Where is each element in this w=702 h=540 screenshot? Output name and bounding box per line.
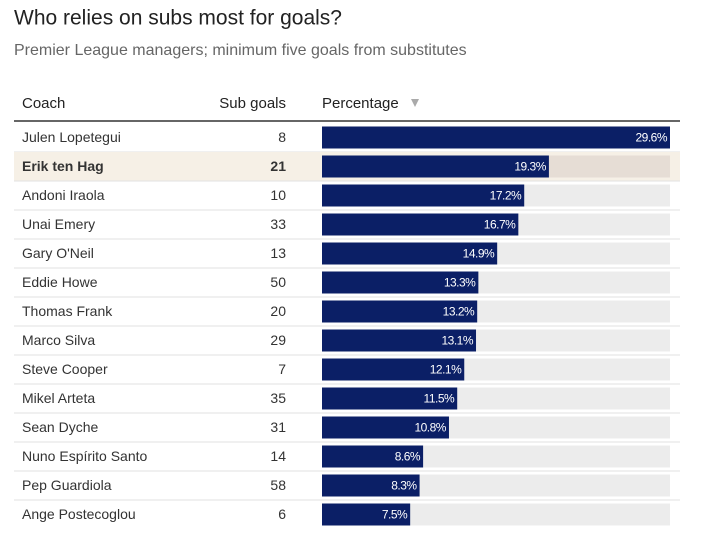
bar bbox=[322, 329, 477, 352]
coach-name: Andoni Iraola bbox=[22, 187, 105, 203]
coach-name: Nuno Espírito Santo bbox=[22, 448, 148, 464]
bar-label: 13.1% bbox=[441, 334, 473, 348]
coach-name: Thomas Frank bbox=[22, 303, 113, 319]
sub-goals: 10 bbox=[270, 187, 286, 203]
bar-label: 7.5% bbox=[382, 508, 408, 522]
bar-label: 13.2% bbox=[443, 305, 475, 319]
sub-goals: 14 bbox=[270, 448, 286, 464]
bar bbox=[322, 126, 670, 149]
coach-name: Steve Cooper bbox=[22, 361, 108, 377]
sub-goals: 20 bbox=[270, 303, 286, 319]
sub-goals: 8 bbox=[278, 129, 286, 145]
coach-name: Sean Dyche bbox=[22, 419, 98, 435]
bar-label: 10.8% bbox=[414, 421, 446, 435]
coach-name: Eddie Howe bbox=[22, 274, 98, 290]
bar-label: 16.7% bbox=[484, 218, 516, 232]
coach-name: Erik ten Hag bbox=[22, 158, 104, 174]
bar-label: 8.3% bbox=[391, 479, 417, 493]
sub-goals: 31 bbox=[270, 419, 286, 435]
column-header: Coach bbox=[22, 95, 65, 112]
sub-goals: 6 bbox=[278, 506, 286, 522]
sub-goals: 7 bbox=[278, 361, 286, 377]
bar-label: 14.9% bbox=[463, 247, 495, 261]
coach-name: Unai Emery bbox=[22, 216, 95, 232]
bar bbox=[322, 184, 525, 207]
sub-goals: 33 bbox=[270, 216, 286, 232]
sub-goals: 13 bbox=[270, 245, 286, 261]
bar bbox=[322, 242, 498, 265]
bar bbox=[322, 503, 411, 526]
coach-name: Gary O'Neil bbox=[22, 245, 94, 261]
bar-label: 17.2% bbox=[490, 189, 522, 203]
coach-name: Mikel Arteta bbox=[22, 390, 95, 406]
sub-goals: 29 bbox=[270, 332, 286, 348]
coach-name: Pep Guardiola bbox=[22, 477, 112, 493]
sub-goals: 58 bbox=[270, 477, 286, 493]
bar bbox=[322, 445, 424, 468]
coach-name: Marco Silva bbox=[22, 332, 95, 348]
bar-label: 12.1% bbox=[430, 363, 462, 377]
bar bbox=[322, 474, 420, 497]
bar bbox=[322, 155, 549, 178]
bar bbox=[322, 271, 479, 294]
bar bbox=[322, 213, 519, 236]
coach-name: Julen Lopetegui bbox=[22, 129, 121, 145]
coach-name: Ange Postecoglou bbox=[22, 506, 136, 522]
bar-label: 11.5% bbox=[424, 392, 455, 406]
bar bbox=[322, 387, 458, 410]
bar bbox=[322, 300, 478, 323]
column-header: Sub goals bbox=[219, 95, 286, 112]
bar-label: 29.6% bbox=[635, 131, 667, 145]
sub-goals: 35 bbox=[270, 390, 286, 406]
column-header: Percentage bbox=[322, 95, 399, 112]
bar-label: 13.3% bbox=[444, 276, 476, 290]
sub-goals: 21 bbox=[270, 158, 286, 174]
bar bbox=[322, 416, 449, 439]
sort-icon bbox=[411, 99, 419, 107]
bar-label: 19.3% bbox=[514, 160, 546, 174]
bar-label: 8.6% bbox=[395, 450, 421, 464]
bar bbox=[322, 358, 465, 381]
chart-title: Who relies on subs most for goals? bbox=[14, 7, 342, 30]
chart-subtitle: Premier League managers; minimum five go… bbox=[14, 42, 467, 59]
sub-goals: 50 bbox=[270, 274, 286, 290]
